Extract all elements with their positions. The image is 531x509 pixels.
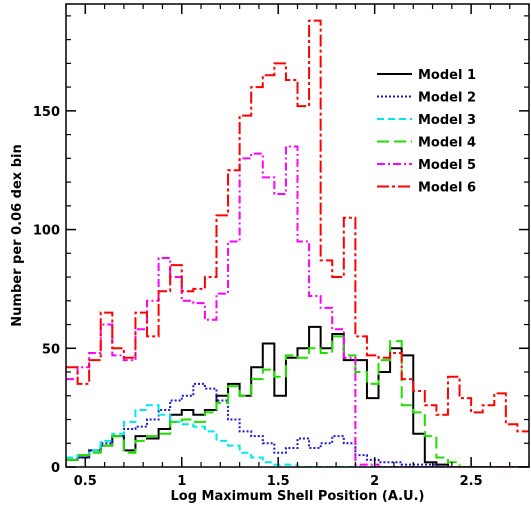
x-tick-label: 1 (177, 474, 186, 489)
series-line-model-3 (66, 404, 529, 467)
tick-labels: 0.5 1 1.5 2 2.5 0 50 100 150 (33, 105, 483, 489)
plot-lines (66, 19, 529, 467)
y-tick-label: 100 (33, 224, 60, 239)
series-line-model-6 (66, 19, 529, 433)
legend-label-model-6: Model 6 (418, 181, 476, 196)
legend-label-model-4: Model 4 (418, 136, 476, 151)
legend-label-model-3: Model 3 (418, 113, 476, 128)
y-tick-label: 50 (42, 342, 60, 357)
legend-label-model-5: Model 5 (418, 158, 476, 173)
x-tick-label: 0.5 (74, 474, 97, 489)
axis-ticks (65, 4, 530, 468)
legend-label-model-2: Model 2 (418, 91, 476, 106)
legend-label-model-1: Model 1 (418, 68, 476, 83)
y-tick-label: 150 (33, 105, 60, 120)
series-line-model-2 (66, 382, 529, 467)
x-tick-label: 1.5 (267, 474, 290, 489)
x-tick-label: 2 (370, 474, 379, 489)
x-tick-label: 2.5 (460, 474, 483, 489)
y-axis-label: Number per 0.06 dex bin (10, 144, 25, 326)
series-line-model-4 (66, 335, 529, 467)
x-axis-label: Log Maximum Shell Position (A.U.) (171, 489, 425, 504)
y-tick-label: 0 (51, 461, 60, 476)
legend: Model 1 Model 2 Model 3 Model 4 Model 5 Model… (377, 68, 476, 196)
